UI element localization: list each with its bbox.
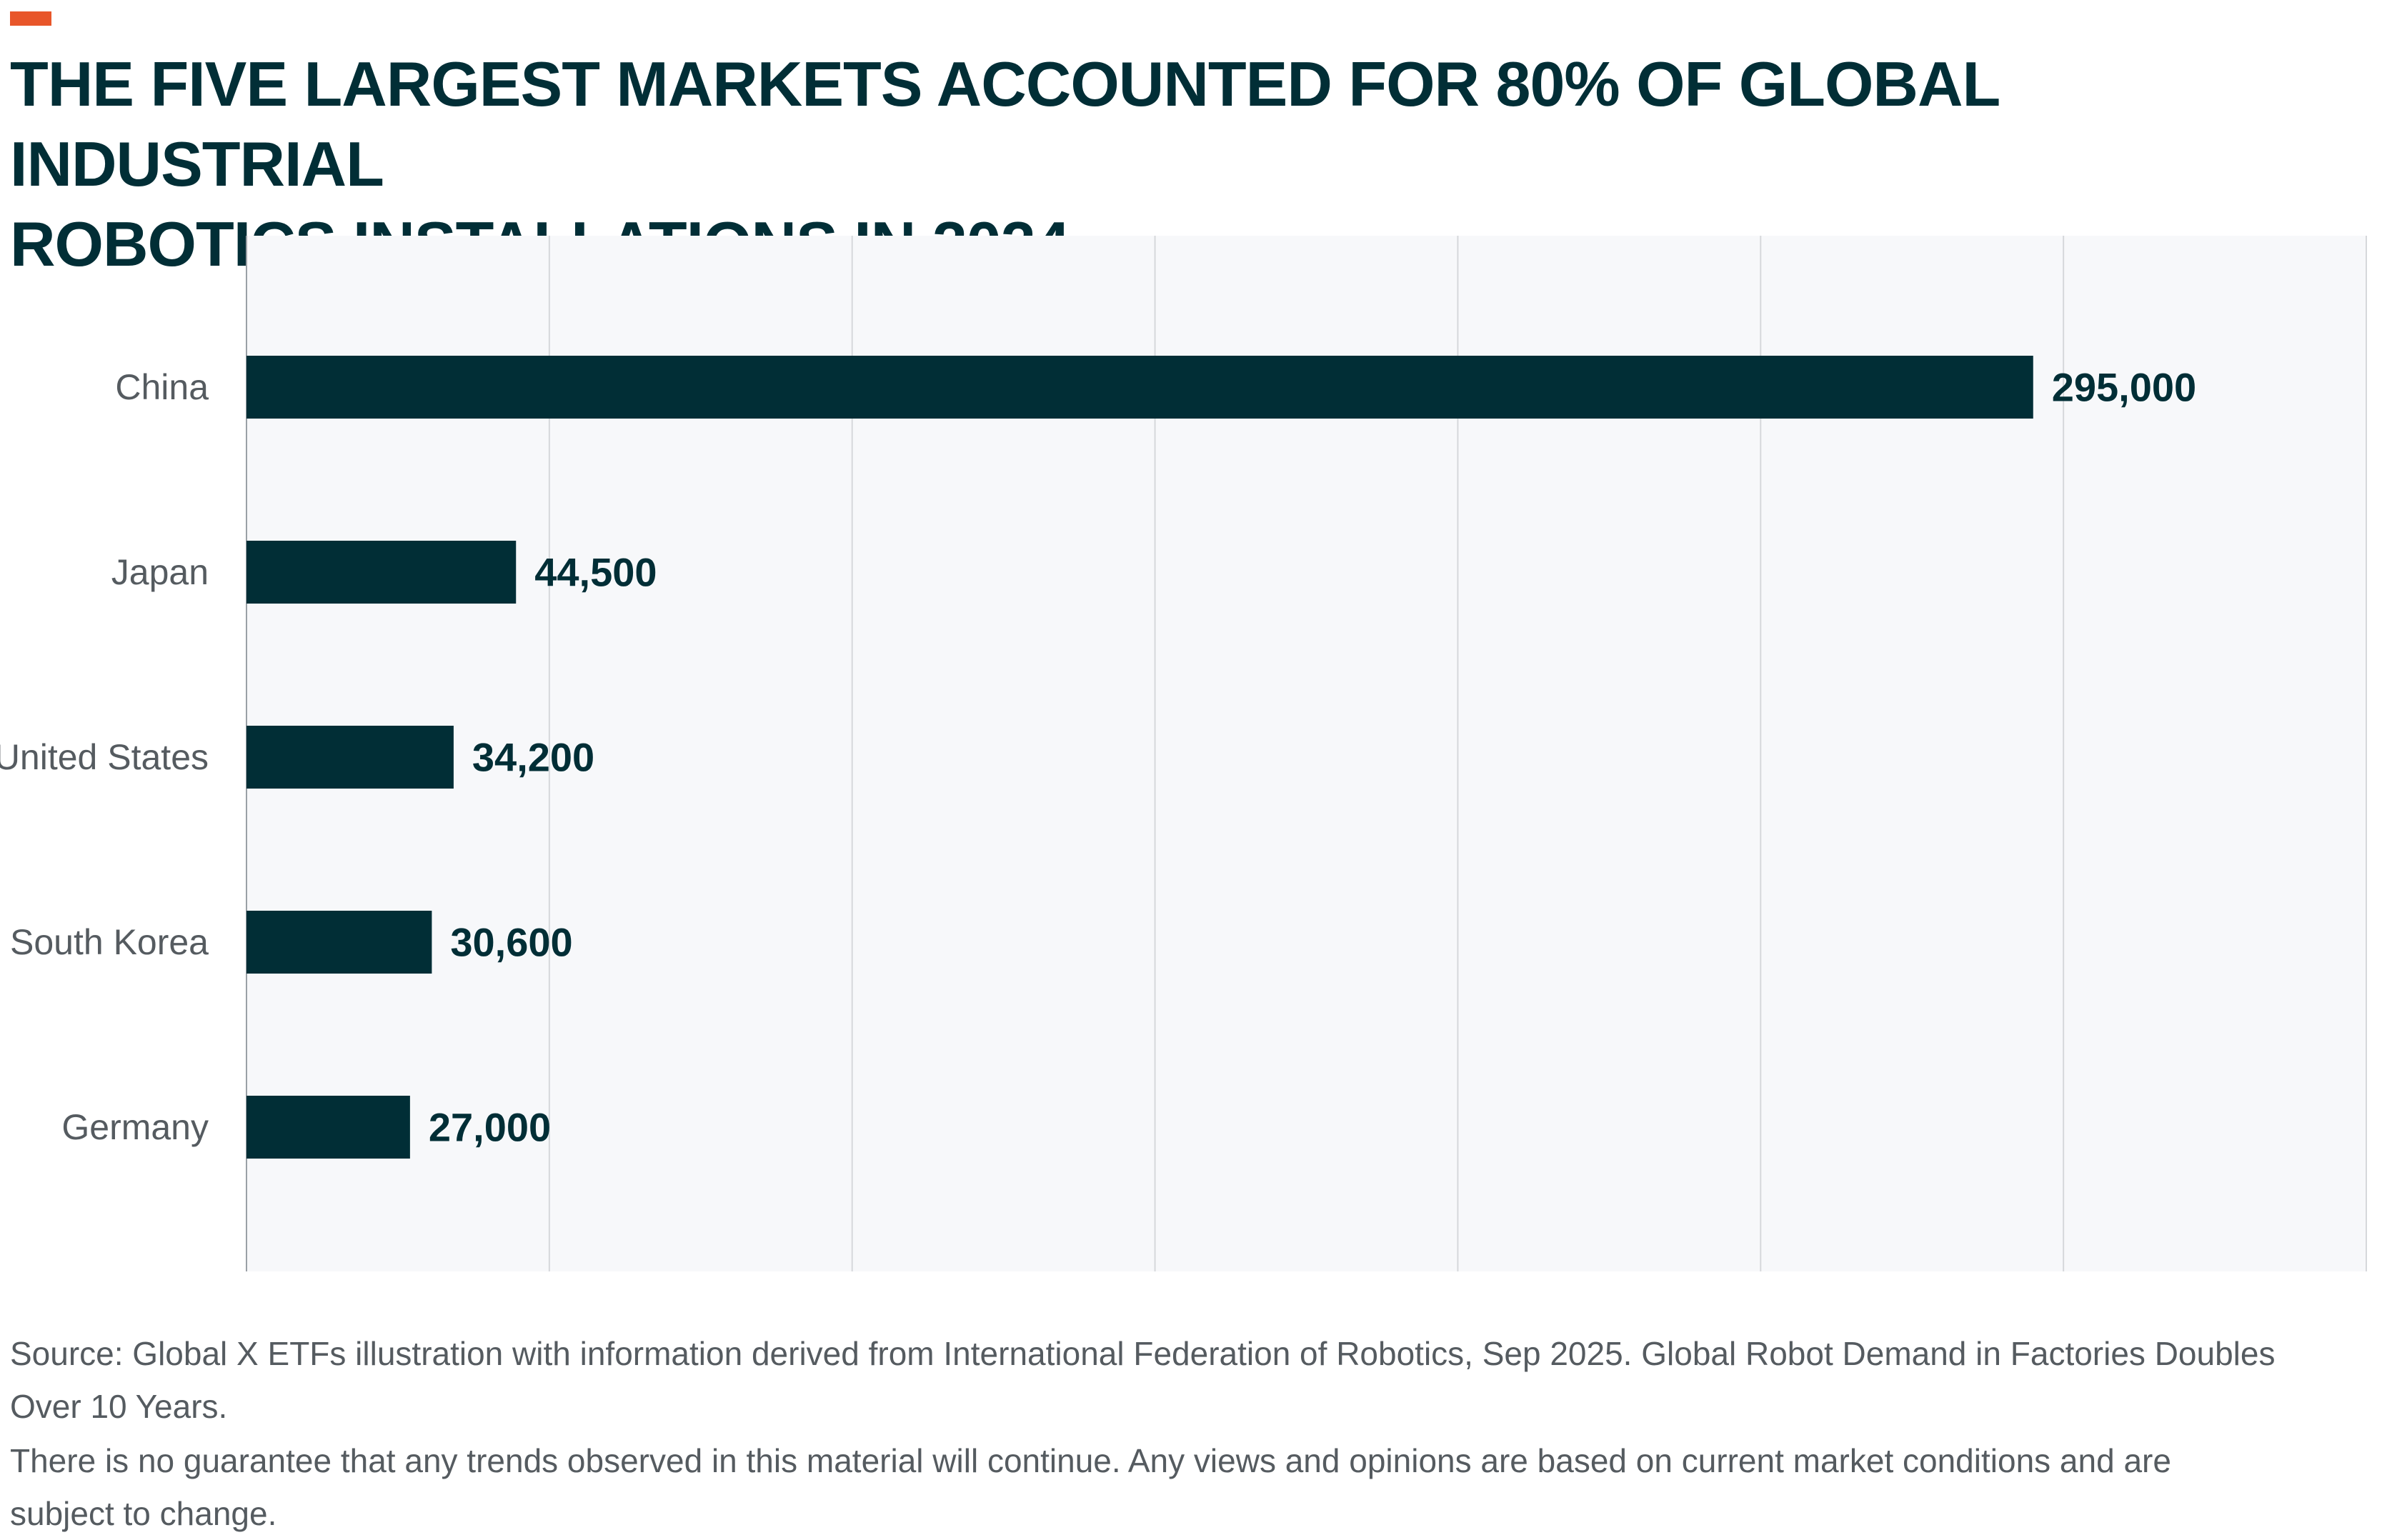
bar-germany <box>246 1096 410 1159</box>
category-label-china: China <box>115 367 209 407</box>
bar-china <box>246 356 2033 419</box>
bar-south-korea <box>246 911 432 974</box>
category-label-germany: Germany <box>61 1107 209 1147</box>
source-note-line-1: Source: Global X ETFs illustration with … <box>10 1335 2276 1372</box>
bar-united-states <box>246 726 454 789</box>
category-labels: China Japan United States South Korea German… <box>0 367 209 1147</box>
disclaimer-note-line-2: subject to change. <box>10 1495 277 1532</box>
disclaimer-note-line-1: There is no guarantee that any trends ob… <box>10 1442 2171 1479</box>
source-note-line-2: Over 10 Years. <box>10 1388 228 1425</box>
bar-japan <box>246 541 517 604</box>
accent-bar <box>10 11 51 26</box>
source-note: Source: Global X ETFs illustration with … <box>10 1327 2368 1433</box>
bar-chart: China Japan United States South Korea German… <box>0 236 2367 1271</box>
category-label-japan: Japan <box>111 552 209 592</box>
value-label-germany: 27,000 <box>429 1105 551 1150</box>
value-label-united-states: 34,200 <box>472 735 594 780</box>
category-label-south-korea: South Korea <box>10 922 209 962</box>
category-label-united-states: United States <box>0 737 209 777</box>
value-label-south-korea: 30,600 <box>450 920 572 965</box>
chart-title-line-1: THE FIVE LARGEST MARKETS ACCOUNTED FOR 8… <box>10 49 2000 199</box>
value-label-japan: 44,500 <box>534 550 657 595</box>
value-labels: 295,000 44,500 34,200 30,600 27,000 <box>429 365 2196 1150</box>
bars <box>246 356 2033 1159</box>
disclaimer-note: There is no guarantee that any trends ob… <box>10 1434 2368 1540</box>
value-label-china: 295,000 <box>2052 365 2196 410</box>
